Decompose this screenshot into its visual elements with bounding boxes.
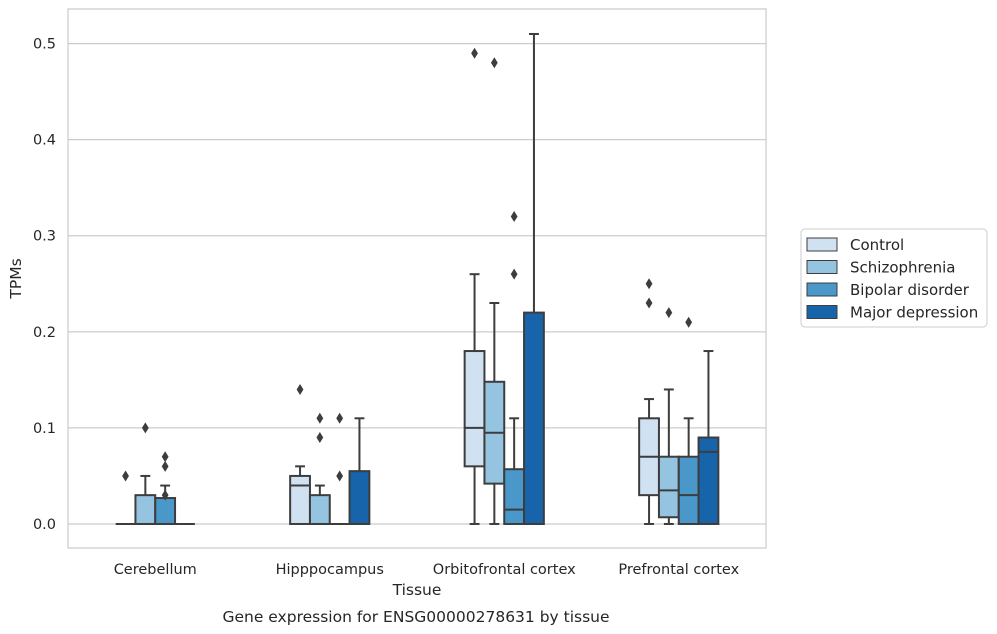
box-control bbox=[638, 278, 660, 525]
outlier-point bbox=[685, 316, 693, 328]
outlier-point bbox=[336, 412, 344, 424]
legend-frame bbox=[800, 228, 988, 328]
outlier-point bbox=[510, 211, 518, 223]
box-iqr bbox=[134, 494, 157, 525]
outlier-point bbox=[161, 460, 169, 472]
box-iqr bbox=[308, 494, 331, 525]
box-major-depression bbox=[697, 350, 720, 525]
box-bipolar-disorder bbox=[154, 451, 177, 525]
y-tick-label: 0.2 bbox=[33, 325, 56, 341]
box-schizophrenia bbox=[134, 422, 157, 525]
box-iqr bbox=[289, 474, 311, 525]
y-tick-label: 0.4 bbox=[33, 133, 56, 149]
legend-swatch bbox=[806, 282, 838, 297]
box-plot-groups bbox=[115, 32, 720, 525]
legend-label: Control bbox=[850, 236, 904, 254]
y-tick-label: 0.0 bbox=[33, 517, 56, 533]
x-tick-labels: Cerebellum Hipppocampus Orbitofrontal cort… bbox=[114, 562, 740, 578]
outlier-point bbox=[645, 297, 653, 309]
outlier-point bbox=[161, 489, 169, 501]
x-tick-label: Orbitofrontal cortex bbox=[433, 562, 576, 578]
box-iqr bbox=[503, 468, 526, 525]
legend-label: Schizophrenia bbox=[850, 259, 955, 277]
box-major-depression bbox=[523, 32, 545, 525]
outlier-point bbox=[490, 57, 498, 69]
box-iqr bbox=[677, 455, 700, 525]
y-tick-labels: 0.0 0.1 0.2 0.3 0.4 0.5 bbox=[33, 37, 56, 533]
box-iqr bbox=[657, 455, 680, 519]
outlier-point bbox=[161, 451, 169, 463]
box-schizophrenia bbox=[308, 412, 331, 525]
legend-label: Bipolar disorder bbox=[850, 281, 970, 299]
box-iqr bbox=[348, 470, 371, 525]
box-iqr bbox=[154, 497, 177, 525]
outlier-point bbox=[510, 268, 518, 280]
outlier-point bbox=[336, 470, 344, 482]
outlier-point bbox=[296, 383, 304, 395]
legend-swatch bbox=[806, 237, 838, 252]
outlier-point bbox=[316, 412, 324, 424]
y-tick-label: 0.5 bbox=[33, 37, 56, 53]
x-tick-label: Cerebellum bbox=[114, 562, 197, 578]
box-major-depression bbox=[348, 417, 371, 525]
legend: Control Schizophrenia Bipolar disorder Majo… bbox=[800, 228, 988, 328]
box-bipolar-disorder bbox=[503, 211, 526, 525]
outlier-point bbox=[471, 47, 478, 59]
outlier-point bbox=[141, 422, 149, 434]
x-axis-title: Tissue bbox=[392, 581, 442, 599]
box-iqr bbox=[523, 311, 545, 525]
box-bipolar-disorder bbox=[329, 412, 350, 525]
y-gridlines bbox=[68, 42, 766, 525]
box-iqr bbox=[463, 350, 486, 468]
outlier-point bbox=[316, 432, 324, 444]
box-schizophrenia bbox=[483, 57, 506, 525]
figure-caption: Gene expression for ENSG00000278631 by t… bbox=[222, 608, 609, 626]
outlier-point bbox=[645, 278, 653, 290]
legend-label: Major depression bbox=[850, 304, 978, 322]
outlier-point bbox=[122, 470, 129, 482]
y-tick-label: 0.3 bbox=[33, 229, 56, 245]
legend-swatch bbox=[806, 305, 838, 319]
x-tick-label: Hipppocampus bbox=[276, 562, 384, 578]
box-control bbox=[463, 47, 486, 525]
box-iqr bbox=[697, 436, 720, 525]
box-control bbox=[115, 470, 136, 525]
plot-frame bbox=[67, 8, 767, 549]
outlier-point bbox=[665, 307, 673, 319]
legend-swatch bbox=[806, 260, 838, 274]
x-tick-label: Prefrontal cortex bbox=[618, 562, 739, 578]
y-tick-label: 0.1 bbox=[33, 421, 56, 437]
box-control bbox=[289, 383, 311, 525]
box-bipolar-disorder bbox=[677, 316, 700, 525]
box-schizophrenia bbox=[657, 307, 680, 525]
y-axis-title: TPMs bbox=[7, 258, 25, 299]
